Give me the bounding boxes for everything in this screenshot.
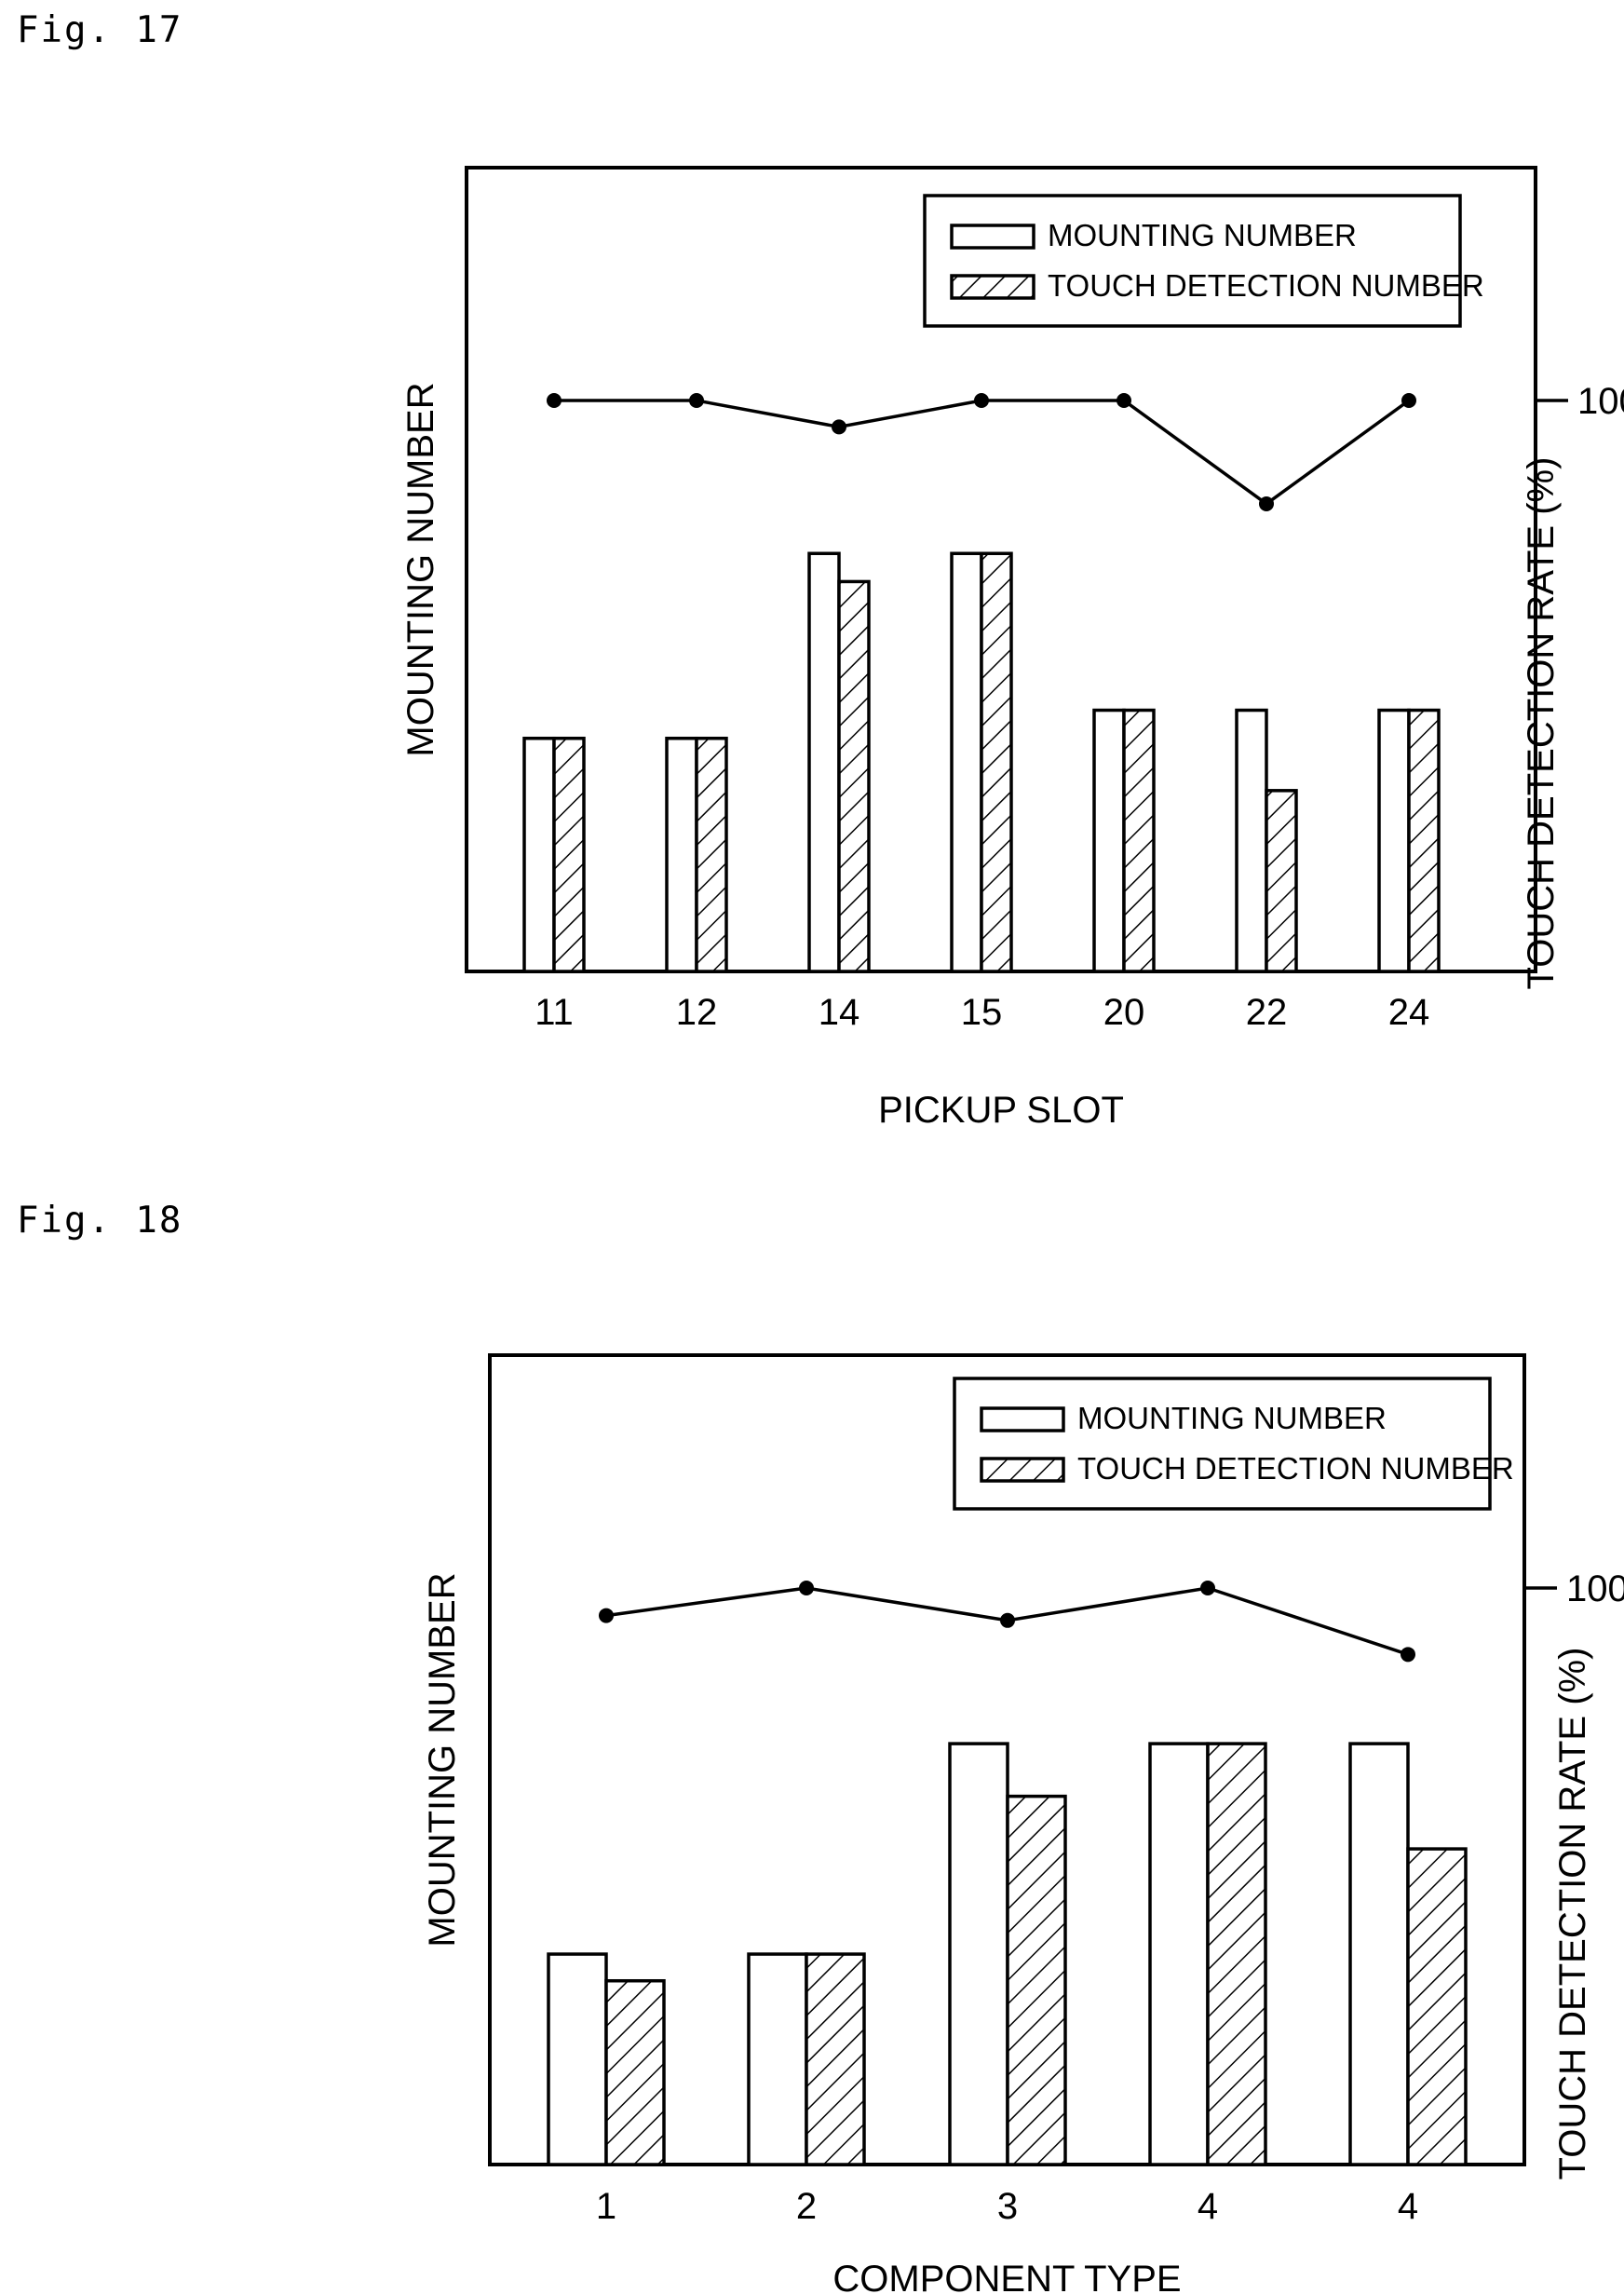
fig18-legend-swatch-touch (980, 1457, 1065, 1483)
fig17-x-tick-label: 11 (535, 992, 574, 1033)
fig17-x-tick-label: 12 (676, 992, 718, 1033)
fig17-legend-label-mounting: MOUNTING NUMBER (1048, 218, 1357, 252)
fig18-bar-touch-3 (1006, 1794, 1067, 2166)
fig18-chart: 1 2 3 4 4 100 MOUNTING NUMBER TOUCH DETECTION N… (422, 1353, 1624, 2294)
fig18-legend-label-touch: TOUCH DETECTION NUMBER (1077, 1451, 1514, 1486)
fig18-rate-point-4 (1200, 1581, 1215, 1595)
fig18-y-axis-title: MOUNTING NUMBER (422, 1572, 463, 1947)
fig17-legend-label-touch: TOUCH DETECTION NUMBER (1048, 268, 1484, 303)
fig17-rate-point-2 (689, 393, 704, 408)
fig17-bar-mounting-1 (522, 736, 556, 973)
fig17-bar-touch-7 (1407, 708, 1441, 973)
fig18-x-tick-label: 4 (1398, 2186, 1418, 2227)
fig18-x-tick-label: 1 (596, 2186, 616, 2227)
fig18-bar-mounting-2 (747, 1952, 808, 2166)
fig18-bar-touch-1 (604, 1978, 666, 2166)
fig17-rate-point-6 (1259, 495, 1274, 511)
fig17-bar-mounting-7 (1377, 708, 1411, 973)
fig17-y2-tick-label: 100 (1577, 381, 1624, 422)
fig17-x-tick-label: 15 (961, 992, 1003, 1033)
fig17-bar-touch-5 (1122, 708, 1156, 973)
fig18-bar-mounting-4 (1148, 1742, 1210, 2166)
fig17-legend-box (923, 194, 1462, 328)
fig18-bar-touch-4 (1206, 1742, 1267, 2166)
fig17-x-tick-label: 22 (1246, 992, 1288, 1033)
fig17-bar-mounting-5 (1092, 708, 1126, 973)
fig18-x-tick-label: 4 (1198, 2186, 1218, 2227)
fig18-x-tick-label: 2 (796, 2186, 817, 2227)
fig17-x-axis-title: PICKUP SLOT (878, 1090, 1124, 1131)
fig17-bar-touch-4 (980, 551, 1013, 973)
fig18-rate-point-2 (799, 1581, 814, 1595)
fig18-x-tick-label: 3 (997, 2186, 1018, 2227)
fig18-legend-swatch-mounting (980, 1406, 1065, 1432)
fig17-rate-point-1 (547, 393, 562, 408)
fig17-bar-mounting-2 (665, 736, 698, 973)
fig18-bar-mounting-5 (1348, 1742, 1410, 2166)
fig17-y-axis-title: MOUNTING NUMBER (400, 382, 441, 756)
fig17-x-tick-label: 20 (1103, 992, 1145, 1033)
fig17-rate-point-4 (974, 393, 989, 408)
fig17-y2-axis-title: TOUCH DETECTION RATE (%) (1521, 457, 1562, 990)
fig18-legend-box (953, 1377, 1492, 1511)
fig17-chart: 11 12 14 15 20 22 24 100 MOUNTING NUMBER TOUCH DE… (400, 166, 1624, 1131)
fig17-bar-touch-3 (837, 579, 871, 973)
figure-17-label: Fig. 17 (17, 9, 183, 51)
fig17-bar-mounting-4 (950, 551, 983, 973)
fig18-legend-label-mounting: MOUNTING NUMBER (1077, 1401, 1387, 1435)
fig17-bar-mounting-3 (807, 551, 841, 973)
fig18-bar-mounting-1 (547, 1952, 608, 2166)
fig17-rate-line (554, 399, 1411, 507)
fig18-bar-mounting-3 (948, 1742, 1009, 2166)
fig17-rate-point-3 (832, 419, 846, 435)
fig17-legend-swatch-mounting (950, 224, 1035, 250)
fig17-x-tick-label: 14 (819, 992, 860, 1033)
fig17-bar-touch-1 (552, 736, 586, 973)
fig17-bar-mounting-6 (1235, 708, 1268, 973)
fig17-bar-touch-6 (1265, 789, 1298, 973)
fig18-y2-axis-title: TOUCH DETECTION RATE (%) (1552, 1648, 1593, 2180)
fig17-legend-swatch-touch (950, 274, 1035, 300)
fig18-x-axis-title: COMPONENT TYPE (832, 2259, 1181, 2294)
fig18-rate-point-3 (1000, 1612, 1015, 1628)
fig18-rate-point-5 (1401, 1647, 1415, 1663)
fig18-rate-point-1 (599, 1608, 614, 1623)
fig17-rate-point-7 (1401, 393, 1416, 408)
fig17-bar-touch-2 (695, 736, 728, 973)
figure-18-label: Fig. 18 (17, 1200, 183, 1242)
fig18-bar-touch-5 (1406, 1847, 1468, 2166)
fig17-x-tick-label: 24 (1388, 992, 1430, 1033)
fig18-bar-touch-2 (805, 1952, 866, 2166)
fig18-y2-tick-label: 100 (1566, 1568, 1624, 1609)
fig17-rate-point-5 (1116, 393, 1131, 408)
